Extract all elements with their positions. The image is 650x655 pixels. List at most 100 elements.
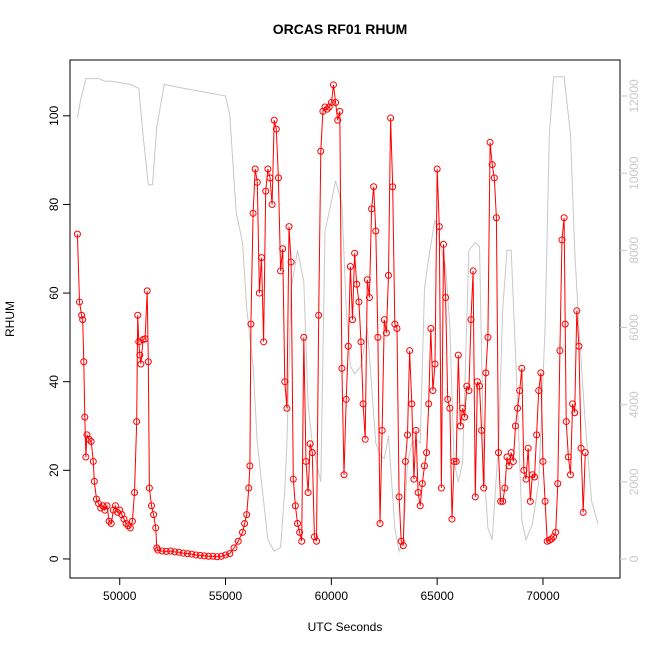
point	[78, 311, 86, 319]
point	[552, 528, 560, 536]
point	[499, 497, 507, 505]
point	[550, 533, 558, 541]
point	[404, 431, 412, 439]
point	[97, 504, 105, 512]
y2-tick-label: 8000	[627, 237, 641, 264]
x-tick-label: 55000	[209, 589, 243, 603]
point	[293, 519, 301, 527]
point	[575, 342, 583, 350]
point	[285, 223, 293, 231]
point	[279, 245, 287, 253]
point	[520, 466, 528, 474]
point	[461, 413, 469, 421]
y-tick-label: 20	[47, 463, 61, 477]
point	[336, 107, 344, 115]
point	[114, 508, 122, 516]
point	[412, 426, 420, 434]
point	[471, 493, 479, 501]
point	[355, 298, 363, 306]
point	[264, 165, 272, 173]
point	[268, 200, 276, 208]
point	[162, 547, 170, 555]
point	[522, 475, 530, 483]
point	[372, 227, 380, 235]
point	[444, 395, 452, 403]
point	[556, 347, 564, 355]
point	[262, 187, 270, 195]
point	[209, 552, 217, 560]
point	[137, 360, 145, 368]
plot-box	[69, 59, 621, 579]
point	[171, 548, 179, 556]
point	[501, 484, 509, 492]
point	[167, 547, 175, 555]
point	[313, 537, 321, 545]
point	[81, 413, 89, 421]
point	[340, 471, 348, 479]
point	[145, 484, 153, 492]
point	[495, 449, 503, 457]
point	[274, 174, 282, 182]
point	[200, 552, 208, 560]
y2-tick-label: 12000	[627, 79, 641, 113]
point	[435, 223, 443, 231]
point	[147, 502, 155, 510]
point	[87, 438, 95, 446]
point	[270, 116, 278, 124]
point	[384, 271, 392, 279]
point	[213, 553, 221, 561]
point	[334, 116, 342, 124]
point	[310, 533, 318, 541]
point	[131, 488, 139, 496]
point	[437, 484, 445, 492]
point	[492, 214, 500, 222]
point	[433, 165, 441, 173]
point	[79, 316, 87, 324]
point	[490, 174, 498, 182]
point	[281, 378, 289, 386]
point	[561, 320, 569, 328]
point	[378, 426, 386, 434]
point	[266, 174, 274, 182]
point	[564, 453, 572, 461]
point	[395, 493, 403, 501]
point	[300, 333, 308, 341]
point	[547, 535, 555, 543]
point	[516, 387, 524, 395]
point	[99, 502, 107, 510]
point	[338, 364, 346, 372]
point	[376, 519, 384, 527]
point	[448, 515, 456, 523]
point	[296, 528, 304, 536]
point	[406, 347, 414, 355]
point	[473, 378, 481, 386]
point	[507, 449, 515, 457]
point	[188, 550, 196, 558]
point	[562, 418, 570, 426]
point	[230, 544, 238, 552]
y-tick-label: 40	[47, 375, 61, 389]
point	[480, 484, 488, 492]
point	[420, 462, 428, 470]
point	[175, 548, 183, 556]
x-tick-label: 50000	[103, 589, 137, 603]
point	[344, 342, 352, 350]
point	[370, 183, 378, 191]
point	[73, 230, 81, 238]
point	[107, 519, 115, 527]
point	[539, 457, 547, 465]
point	[249, 209, 257, 217]
point	[95, 500, 103, 508]
point	[511, 422, 519, 430]
y2-tick-label: 2000	[627, 468, 641, 495]
point	[509, 457, 517, 465]
point	[92, 495, 100, 503]
point	[136, 351, 144, 359]
point	[327, 99, 335, 107]
point	[260, 338, 268, 346]
point	[397, 537, 405, 545]
point	[179, 549, 187, 557]
point	[524, 444, 532, 452]
point	[577, 444, 585, 452]
point	[571, 409, 579, 417]
